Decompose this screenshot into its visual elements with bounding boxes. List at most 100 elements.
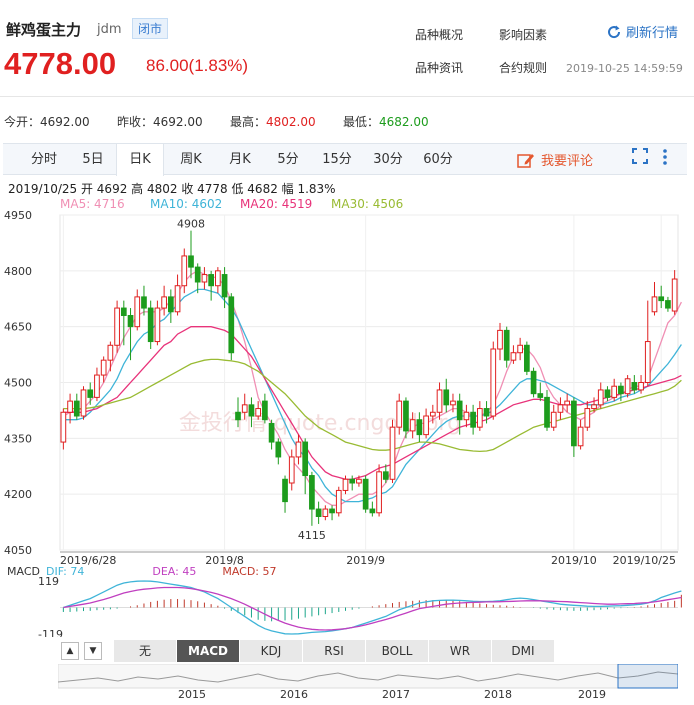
macd-y-tick: -119 xyxy=(38,628,63,637)
nav-year-2015: 2015 xyxy=(178,688,206,701)
indicator-wr[interactable]: WR xyxy=(429,640,492,662)
candle-up xyxy=(450,400,456,406)
candle-up xyxy=(510,352,517,361)
indicator-boll[interactable]: BOLL xyxy=(366,640,429,662)
scroll-down-button[interactable]: ▼ xyxy=(84,642,102,660)
candle-up xyxy=(67,400,73,413)
macd-legend-dea: DEA: 45 xyxy=(152,565,197,578)
ohlc-info: 2019/10/25 开 4692 高 4802 收 4778 低 4682 幅… xyxy=(8,182,336,196)
candle-up xyxy=(60,411,67,443)
candle-up xyxy=(597,389,604,406)
macd-legend: MACD DIF: 74 DEA: 45 MACD: 57 xyxy=(7,565,277,578)
status-badge: 闭市 xyxy=(132,18,169,39)
y-tick-label: 4650 xyxy=(4,321,32,334)
candle-up xyxy=(497,329,503,350)
candle-down xyxy=(456,400,463,421)
indicator-macd[interactable]: MACD xyxy=(177,640,240,662)
candle-down xyxy=(228,296,235,354)
kline-chart[interactable]: 金投行情 quote.cngold.org 495048004650450043… xyxy=(0,205,694,637)
y-tick-label: 4800 xyxy=(4,265,32,278)
candle-down xyxy=(208,274,214,287)
y-tick-label: 4050 xyxy=(4,544,32,557)
candle-up xyxy=(342,478,349,491)
candle-up xyxy=(134,296,141,328)
comment-button[interactable]: 我要评论 xyxy=(517,150,593,169)
indicator-dmi[interactable]: DMI xyxy=(492,640,555,662)
link-overview[interactable]: 品种概况 xyxy=(415,28,464,42)
ma5-legend: MA5: 4716 xyxy=(60,197,125,211)
last-price: 4778.00 xyxy=(4,46,117,81)
candle-up xyxy=(94,374,100,398)
tab-5day[interactable]: 5日 xyxy=(82,152,104,167)
candle-down xyxy=(544,396,550,428)
tab-daily-k[interactable]: 日K xyxy=(116,144,164,176)
indicator-rsi[interactable]: RSI xyxy=(303,640,366,662)
candle-up xyxy=(174,285,181,313)
candle-down xyxy=(147,307,154,343)
tab-60min[interactable]: 60分 xyxy=(423,152,453,167)
candle-up xyxy=(651,296,658,313)
candle-down xyxy=(302,441,309,477)
candles xyxy=(60,230,678,526)
candle-up xyxy=(423,415,429,436)
macd-legend-dif: DIF: 74 xyxy=(45,565,85,578)
link-rules[interactable]: 合约规则 xyxy=(499,61,548,75)
link-factors[interactable]: 影响因素 xyxy=(499,28,548,42)
tab-30min[interactable]: 30分 xyxy=(373,152,403,167)
refresh-button[interactable]: 刷新行情 xyxy=(606,22,678,41)
indicator-none[interactable]: 无 xyxy=(114,640,177,662)
refresh-label: 刷新行情 xyxy=(626,26,679,41)
x-tick-label: 2019/9 xyxy=(346,554,385,567)
tab-intraday[interactable]: 分时 xyxy=(30,152,57,167)
candle-down xyxy=(571,400,577,447)
range-navigator[interactable]: 2015 2016 2017 2018 2019 xyxy=(58,664,678,702)
candle-down xyxy=(141,296,147,309)
candle-up xyxy=(577,426,584,447)
candle-up xyxy=(624,378,631,395)
candle-down xyxy=(268,422,275,443)
tab-weekly-k[interactable]: 周K xyxy=(180,152,202,167)
candle-down xyxy=(443,389,450,406)
candle-up xyxy=(241,404,248,413)
refresh-icon xyxy=(608,25,621,38)
macd-panel: 119 -119 xyxy=(38,575,682,637)
candle-down xyxy=(362,478,369,510)
link-news[interactable]: 品种资讯 xyxy=(415,61,464,75)
candle-down xyxy=(483,408,490,417)
tab-5min[interactable]: 5分 xyxy=(277,152,299,167)
candle-down xyxy=(537,393,544,398)
tab-15min[interactable]: 15分 xyxy=(322,152,352,167)
instrument-code: jdm xyxy=(97,22,122,37)
candle-down xyxy=(524,344,530,372)
candle-down xyxy=(235,411,241,421)
stat-prev-close-label: 昨收： xyxy=(117,115,154,129)
candle-up xyxy=(322,508,329,517)
candle-up xyxy=(356,478,362,484)
candle-up xyxy=(436,389,443,413)
fullscreen-icon[interactable] xyxy=(632,148,648,168)
candle-up xyxy=(429,411,436,417)
edit-icon xyxy=(517,153,534,168)
candle-down xyxy=(221,274,228,298)
period-tabbar: 分时 5日 日K 周K 月K 5分 15分 30分 60分 xyxy=(3,143,687,176)
stat-high: 最高：4802.00 xyxy=(230,113,316,130)
settings-icon[interactable] xyxy=(661,148,669,170)
stat-low-label: 最低： xyxy=(343,115,380,129)
axis-labels: 4950 4800 4650 4500 4350 4200 4050 2019/6/28 201… xyxy=(4,209,676,567)
candle-up xyxy=(100,359,107,376)
navigator-selection xyxy=(617,664,678,689)
stat-open: 今开：4692.00 xyxy=(4,113,90,130)
indicator-kdj[interactable]: KDJ xyxy=(240,640,303,662)
stat-high-value: 4802.00 xyxy=(266,115,316,129)
y-tick-label: 4500 xyxy=(4,377,32,390)
candle-down xyxy=(262,400,268,421)
candle-up xyxy=(644,341,651,383)
tab-monthly-k[interactable]: 月K xyxy=(229,152,251,167)
ma-line-ma10 xyxy=(63,288,682,503)
y-tick-label: 4350 xyxy=(4,432,32,445)
macd-legend-title: MACD xyxy=(7,565,40,578)
candle-down xyxy=(503,329,510,361)
candle-up xyxy=(295,441,302,458)
scroll-up-button[interactable]: ▲ xyxy=(61,642,79,660)
candle-down xyxy=(315,508,322,517)
